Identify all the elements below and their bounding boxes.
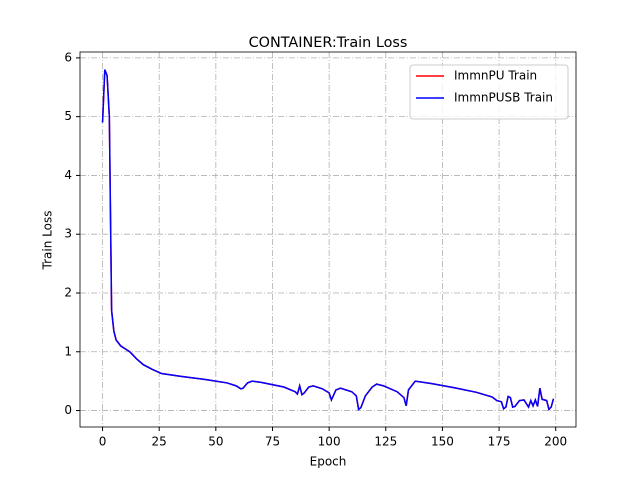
y-tick-label: 5	[64, 109, 72, 123]
legend-label: ImmnPUSB Train	[454, 91, 553, 105]
x-axis-label: Epoch	[310, 455, 347, 469]
y-tick-label: 3	[64, 227, 72, 241]
x-tick-label: 25	[152, 435, 167, 449]
y-tick-label: 0	[64, 403, 72, 417]
chart-title: CONTAINER:Train Loss	[249, 35, 408, 51]
x-tick-label: 75	[265, 435, 280, 449]
x-tick-label: 50	[208, 435, 223, 449]
line-series	[101, 69, 555, 411]
plot-frame	[79, 51, 577, 428]
y-axis-label: Train Loss	[41, 211, 55, 271]
x-tick-label: 0	[99, 435, 107, 449]
x-tick-label: 125	[374, 435, 397, 449]
y-tick-label: 2	[64, 285, 72, 299]
legend-box	[409, 64, 569, 120]
x-tick-label: 175	[488, 435, 511, 449]
x-tick-label: 100	[318, 435, 341, 449]
y-tick-label: 6	[64, 50, 72, 64]
y-tick-label: 1	[64, 344, 72, 358]
legend-label: ImmnPU Train	[454, 69, 537, 83]
x-tick-label: 200	[544, 435, 567, 449]
y-tick-label: 4	[64, 168, 72, 182]
x-tick-label: 150	[431, 435, 454, 449]
